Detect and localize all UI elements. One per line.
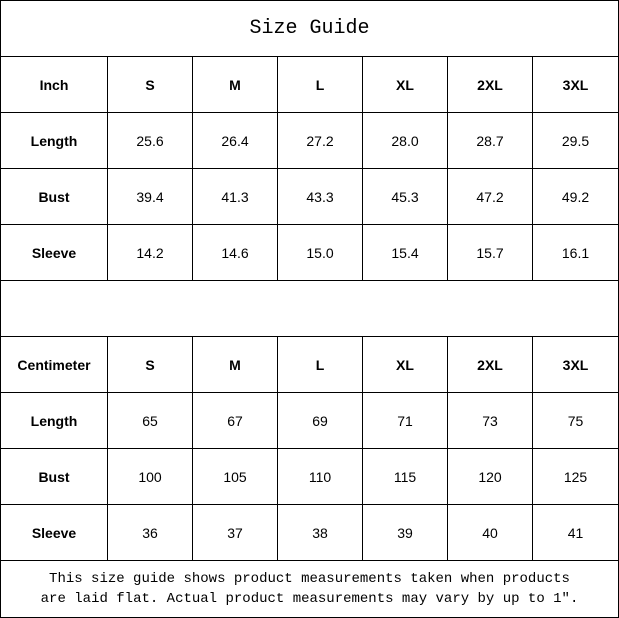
table-cell: 15.4: [363, 225, 448, 280]
size-header-xl: XL: [363, 57, 448, 112]
table-cell: 115: [363, 449, 448, 504]
table-cell: 16.1: [561, 244, 590, 261]
inch-row-length: Length 25.6 26.4 27.2 28.0 28.7 29.5: [1, 113, 618, 169]
table-cell: 38: [278, 505, 363, 560]
size-header-2xl: 2XL: [448, 57, 533, 112]
table-cell: 105: [193, 449, 278, 504]
table-cell: 15.7: [448, 225, 533, 280]
cm-row-sleeve: Sleeve 36 37 38 39 40 41: [1, 505, 618, 561]
cm-header-row: Centimeter S M L XL 2XL 3XL: [1, 337, 618, 393]
unit-header: Inch: [1, 57, 108, 112]
table-cell: 47.2: [448, 169, 533, 224]
spacer-row: [1, 281, 618, 337]
size-header-xl: XL: [363, 337, 448, 392]
size-header-s: S: [108, 57, 193, 112]
size-header-s: S: [108, 337, 193, 392]
table-cell: 14.6: [193, 225, 278, 280]
row-label: Sleeve: [1, 505, 108, 560]
table-cell: 110: [278, 449, 363, 504]
table-cell: 43.3: [278, 169, 363, 224]
note-line-1: This size guide shows product measuremen…: [49, 570, 570, 587]
row-label: Bust: [1, 449, 108, 504]
table-cell: 41.3: [193, 169, 278, 224]
table-cell: 75: [567, 412, 584, 429]
size-header-m: M: [193, 337, 278, 392]
table-cell: 37: [193, 505, 278, 560]
table-cell: 36: [108, 505, 193, 560]
table-cell: 73: [448, 393, 533, 448]
row-label: Length: [1, 393, 108, 448]
table-cell: 14.2: [108, 225, 193, 280]
size-header-3xl: 3XL: [562, 356, 589, 373]
cm-row-length: Length 65 67 69 71 73 75: [1, 393, 618, 449]
table-cell: 69: [278, 393, 363, 448]
table-cell: 26.4: [193, 113, 278, 168]
cm-row-bust: Bust 100 105 110 115 120 125: [1, 449, 618, 505]
table-cell: 28.7: [448, 113, 533, 168]
inch-row-bust: Bust 39.4 41.3 43.3 45.3 47.2 49.2: [1, 169, 618, 225]
size-header-2xl: 2XL: [448, 337, 533, 392]
table-cell: 25.6: [108, 113, 193, 168]
footer-note: This size guide shows product measuremen…: [1, 560, 618, 617]
table-cell: 15.0: [278, 225, 363, 280]
unit-header: Centimeter: [1, 337, 108, 392]
table-cell: 100: [108, 449, 193, 504]
table-cell: 125: [563, 468, 588, 485]
page-title: Size Guide: [249, 17, 370, 40]
table-cell: 28.0: [363, 113, 448, 168]
row-label: Sleeve: [1, 225, 108, 280]
table-cell: 67: [193, 393, 278, 448]
title-row: Size Guide: [1, 1, 618, 57]
table-cell: 49.2: [561, 188, 590, 205]
note-line-2: are laid flat. Actual product measuremen…: [40, 590, 579, 607]
table-cell: 40: [448, 505, 533, 560]
table-cell: 39: [363, 505, 448, 560]
row-label: Length: [1, 113, 108, 168]
inch-row-sleeve: Sleeve 14.2 14.6 15.0 15.4 15.7 16.1: [1, 225, 618, 281]
size-header-l: L: [278, 337, 363, 392]
table-cell: 65: [108, 393, 193, 448]
table-cell: 27.2: [278, 113, 363, 168]
inch-header-row: Inch S M L XL 2XL 3XL: [1, 57, 618, 113]
row-label: Bust: [1, 169, 108, 224]
size-header-m: M: [193, 57, 278, 112]
size-header-l: L: [278, 57, 363, 112]
table-cell: 71: [363, 393, 448, 448]
table-cell: 29.5: [561, 132, 590, 149]
size-header-3xl: 3XL: [562, 76, 589, 93]
table-cell: 120: [448, 449, 533, 504]
table-cell: 45.3: [363, 169, 448, 224]
table-cell: 39.4: [108, 169, 193, 224]
table-cell: 41: [567, 524, 584, 541]
